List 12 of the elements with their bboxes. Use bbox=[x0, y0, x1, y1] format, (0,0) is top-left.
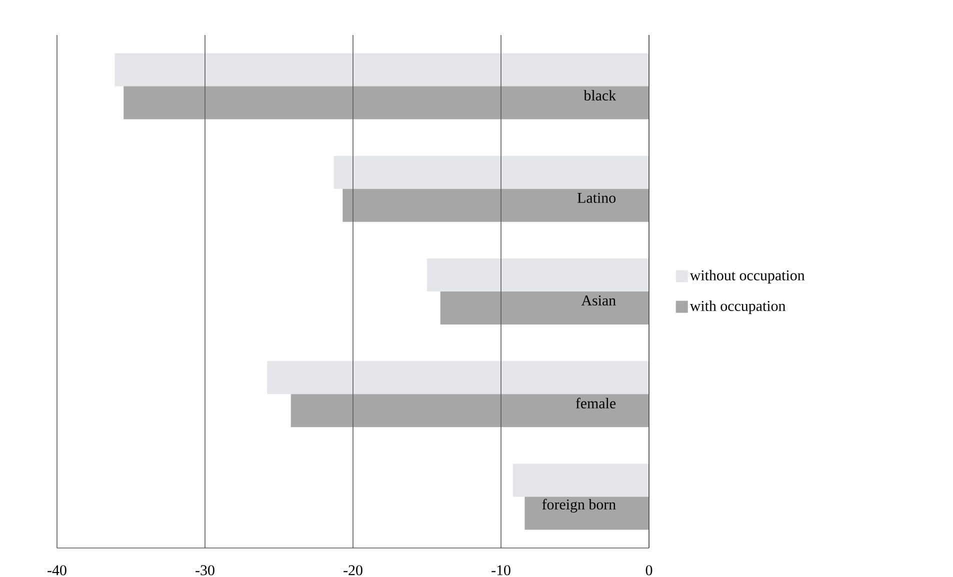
x-tick-label: -40 bbox=[48, 565, 66, 576]
x-tick-label: -10 bbox=[492, 565, 510, 576]
y-tick-label: Asian bbox=[581, 295, 616, 306]
y-tick-label: female bbox=[576, 398, 616, 408]
y-tick-label: foreign born bbox=[542, 498, 616, 513]
legend-label: without occupation bbox=[690, 270, 805, 284]
legend-label: with occupation bbox=[690, 300, 786, 314]
x-tick-label: -30 bbox=[196, 565, 214, 576]
y-tick-label: Latino bbox=[578, 192, 616, 203]
y-tick-label: black bbox=[584, 90, 616, 101]
x-tick-label: -20 bbox=[344, 565, 362, 576]
x-tick-label: 0 bbox=[646, 565, 652, 576]
